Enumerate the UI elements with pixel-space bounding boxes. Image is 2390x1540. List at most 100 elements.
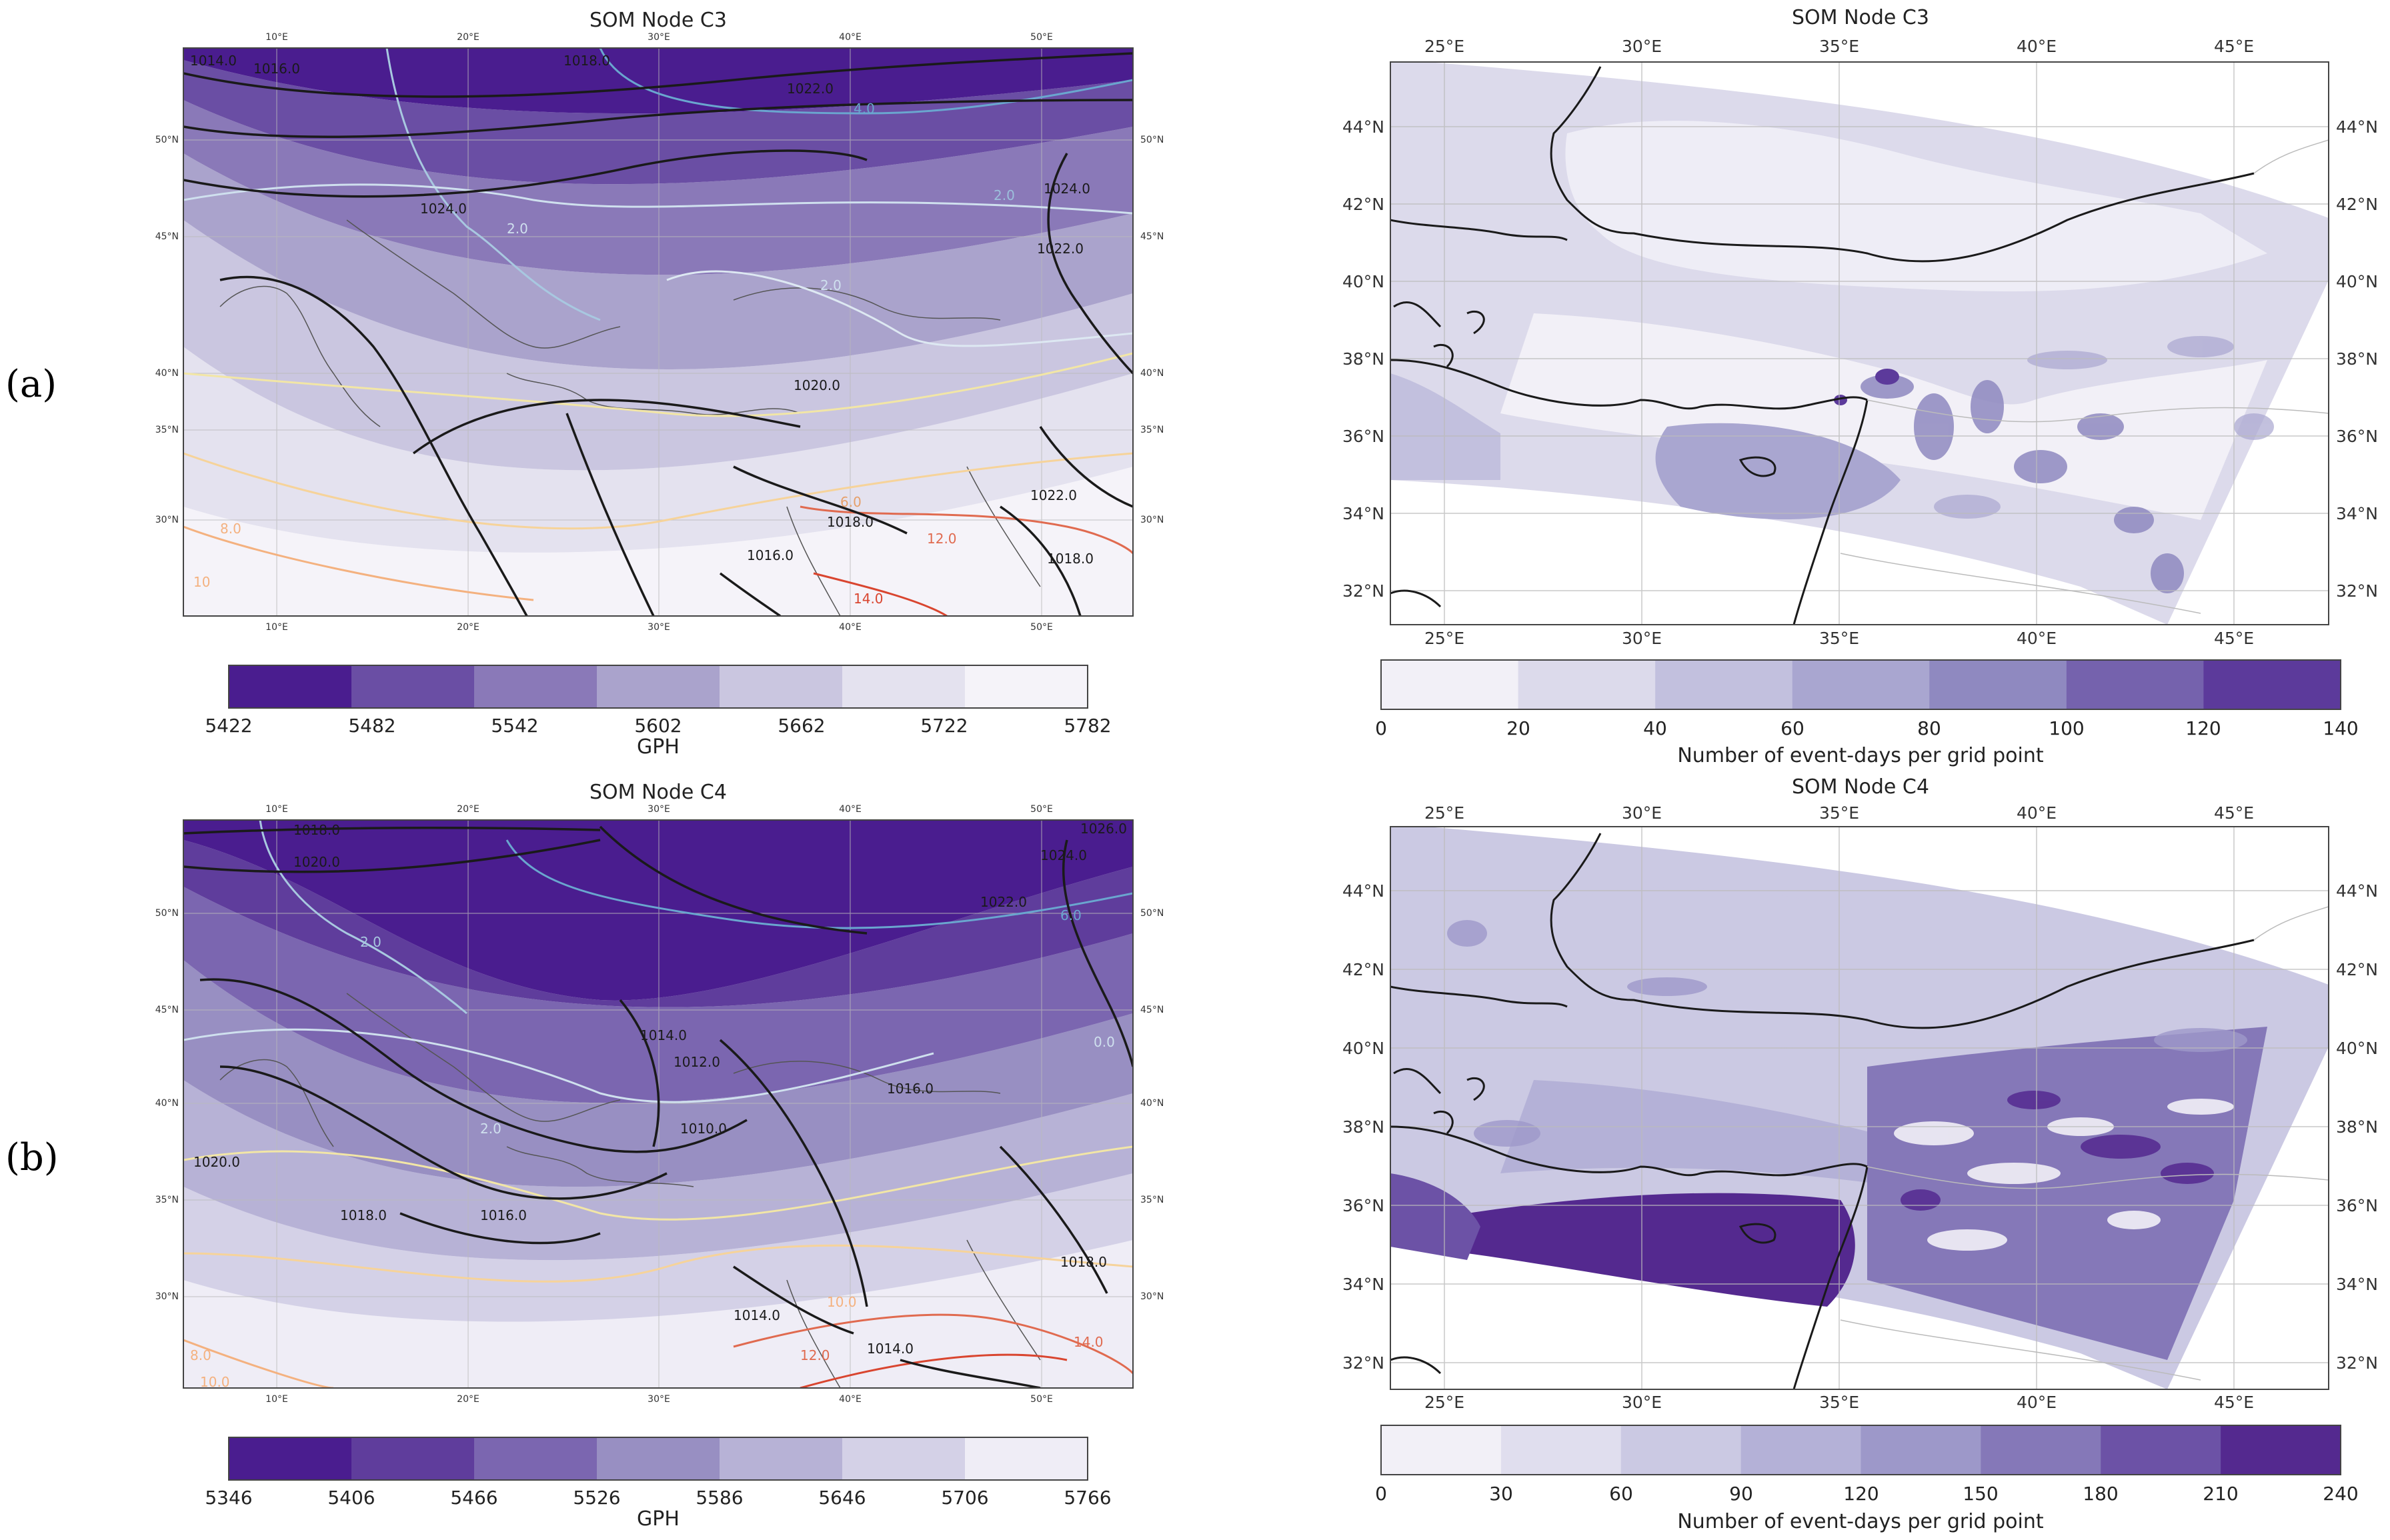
svg-text:40°N: 40°N — [155, 368, 179, 379]
svg-text:10.0: 10.0 — [827, 1294, 857, 1310]
svg-text:1014.0: 1014.0 — [190, 53, 237, 69]
svg-text:1014.0: 1014.0 — [734, 1307, 780, 1323]
svg-text:45°N: 45°N — [155, 1005, 179, 1015]
svg-text:10: 10 — [193, 574, 210, 590]
svg-text:14.0: 14.0 — [1074, 1334, 1104, 1350]
left-map-b-plot: 1018.0 1020.0 1024.0 1026.0 1022.0 1014.0 10… — [183, 820, 1133, 1390]
left-map-b-lat-ticks-left: 50°N 45°N 40°N 35°N 30°N — [155, 908, 179, 1302]
left-map-b-lon-ticks-bottom: 10°E 20°E 30°E 40°E 50°E — [265, 1394, 1053, 1405]
svg-text:5782: 5782 — [1064, 715, 1111, 737]
svg-text:150: 150 — [1963, 1483, 1998, 1505]
svg-text:5542: 5542 — [491, 715, 538, 737]
right-map-a-colorbar-swatch-4 — [1929, 660, 2067, 709]
svg-text:30°E: 30°E — [648, 804, 670, 815]
svg-text:40°N: 40°N — [2336, 1039, 2378, 1058]
left-map-a-lat-ticks-right: 50°N 45°N 40°N 35°N 30°N — [1140, 135, 1164, 525]
svg-text:30°N: 30°N — [1140, 515, 1164, 525]
svg-text:30°N: 30°N — [155, 515, 179, 525]
svg-text:1018.0: 1018.0 — [1060, 1254, 1107, 1270]
left-map-a-colorbar-swatch-6 — [965, 665, 1088, 708]
svg-text:1016.0: 1016.0 — [253, 61, 300, 77]
left-map-b: SOM Node C4 — [155, 781, 1164, 1531]
svg-text:1014.0: 1014.0 — [867, 1341, 914, 1357]
right-map-b-lon-ticks-bottom: 25°E 30°E 35°E 40°E 45°E — [1424, 1393, 2254, 1412]
right-map-a-lon-ticks-bottom: 25°E 30°E 35°E 40°E 45°E — [1424, 629, 2254, 648]
left-map-b-title: SOM Node C4 — [589, 781, 727, 804]
svg-text:180: 180 — [2083, 1483, 2118, 1505]
svg-text:40°N: 40°N — [1342, 272, 1384, 291]
svg-text:35°N: 35°N — [1140, 425, 1164, 435]
svg-text:42°N: 42°N — [2336, 960, 2378, 979]
svg-text:10.0: 10.0 — [200, 1374, 230, 1390]
svg-text:45°N: 45°N — [1140, 1005, 1164, 1015]
svg-text:50°E: 50°E — [1030, 1394, 1053, 1405]
right-map-b-colorbar: 0 30 60 90 120 150 180 210 240 Number of eve… — [1375, 1425, 2359, 1533]
right-map-a-title: SOM Node C3 — [1792, 6, 1929, 29]
left-map-b-colorbar-label: GPH — [637, 1507, 680, 1531]
right-map-a: SOM Node C3 — [1342, 6, 2378, 767]
panel-label-b: (b) — [5, 1136, 59, 1179]
svg-text:38°N: 38°N — [2336, 349, 2378, 369]
svg-text:45°N: 45°N — [1140, 231, 1164, 242]
left-map-a-colorbar-swatch-0 — [229, 665, 352, 708]
svg-text:50°N: 50°N — [155, 908, 179, 919]
svg-text:80: 80 — [1917, 717, 1941, 739]
svg-text:30°N: 30°N — [155, 1291, 179, 1302]
left-map-a-lon-ticks-top: 10°E 20°E 30°E 40°E 50°E — [265, 32, 1053, 43]
right-map-a-colorbar-swatch-3 — [1792, 660, 1930, 709]
right-map-b-colorbar-swatch-5 — [1981, 1425, 2101, 1475]
svg-text:20°E: 20°E — [457, 804, 479, 815]
left-map-a-lon-ticks-bottom: 10°E 20°E 30°E 40°E 50°E — [265, 622, 1053, 633]
svg-text:4.0: 4.0 — [854, 101, 875, 117]
svg-text:5526: 5526 — [573, 1487, 620, 1509]
svg-text:0: 0 — [1375, 717, 1387, 739]
svg-text:40: 40 — [1643, 717, 1667, 739]
left-map-b-colorbar-swatch-3 — [597, 1437, 720, 1480]
svg-text:1020.0: 1020.0 — [293, 854, 340, 870]
svg-text:42°N: 42°N — [1342, 195, 1384, 214]
svg-text:1024.0: 1024.0 — [1040, 847, 1087, 863]
svg-text:1022.0: 1022.0 — [1037, 241, 1084, 257]
svg-text:140: 140 — [2323, 717, 2358, 739]
svg-text:44°N: 44°N — [2336, 117, 2378, 137]
right-map-a-colorbar-swatch-1 — [1518, 660, 1656, 709]
svg-text:34°N: 34°N — [2336, 504, 2378, 523]
svg-text:25°E: 25°E — [1424, 37, 1464, 56]
right-map-b-colorbar-swatch-3 — [1740, 1425, 1861, 1475]
svg-text:1016.0: 1016.0 — [480, 1207, 527, 1223]
svg-text:1020.0: 1020.0 — [794, 377, 840, 393]
svg-text:30°E: 30°E — [1622, 37, 1662, 56]
svg-text:36°N: 36°N — [2336, 1196, 2378, 1215]
left-map-a-colorbar-swatch-5 — [842, 665, 966, 708]
svg-text:30: 30 — [1489, 1483, 1513, 1505]
svg-text:5766: 5766 — [1064, 1487, 1111, 1509]
right-map-b: SOM Node C4 — [1342, 775, 2378, 1533]
right-map-a-lon-ticks-top: 25°E 30°E 35°E 40°E 45°E — [1424, 37, 2254, 56]
svg-text:44°N: 44°N — [1342, 117, 1384, 137]
svg-text:50°E: 50°E — [1030, 804, 1053, 815]
svg-text:35°E: 35°E — [1819, 803, 1859, 823]
left-map-b-colorbar-swatch-2 — [474, 1437, 598, 1480]
left-map-b-colorbar-swatch-4 — [720, 1437, 843, 1480]
left-map-b-colorbar-swatch-0 — [229, 1437, 352, 1480]
svg-text:60: 60 — [1609, 1483, 1633, 1505]
svg-text:38°N: 38°N — [1342, 1117, 1384, 1137]
right-map-a-colorbar-label: Number of event-days per grid point — [1677, 744, 2044, 767]
svg-text:10°E: 10°E — [265, 622, 288, 633]
right-map-b-colorbar-swatch-2 — [1620, 1425, 1742, 1475]
right-map-a-lat-ticks-left: 44°N 42°N 40°N 38°N 36°N 34°N 32°N — [1342, 117, 1384, 601]
svg-text:35°E: 35°E — [1819, 1393, 1859, 1412]
right-map-b-lon-ticks-top: 25°E 30°E 35°E 40°E 45°E — [1424, 803, 2254, 823]
svg-text:2.0: 2.0 — [360, 934, 381, 950]
svg-text:1012.0: 1012.0 — [674, 1054, 720, 1070]
svg-text:30°E: 30°E — [1622, 803, 1662, 823]
svg-text:30°E: 30°E — [1622, 1393, 1662, 1412]
svg-text:8.0: 8.0 — [220, 521, 241, 537]
svg-text:45°E: 45°E — [2214, 803, 2254, 823]
svg-text:40°E: 40°E — [2017, 803, 2057, 823]
svg-text:45°E: 45°E — [2214, 37, 2254, 56]
svg-text:1018.0: 1018.0 — [1047, 551, 1094, 567]
right-map-a-colorbar-swatch-5 — [2066, 660, 2204, 709]
svg-text:5466: 5466 — [450, 1487, 497, 1509]
